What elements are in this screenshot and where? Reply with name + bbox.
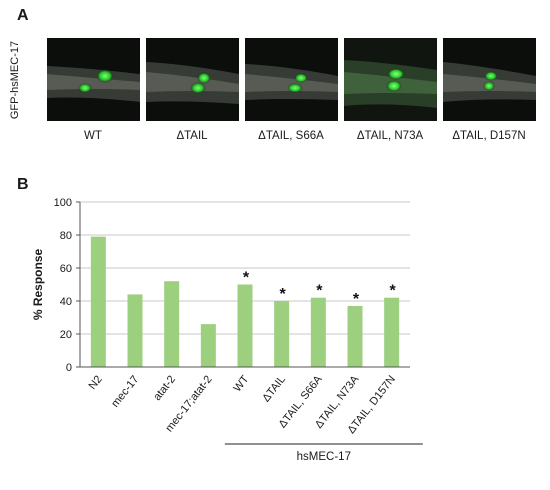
micrograph-dtail-n73a: [344, 38, 437, 121]
x-tick-label: mec-17: [109, 373, 141, 409]
significance-marker: *: [280, 286, 287, 303]
y-tick-label: 100: [54, 197, 72, 209]
bar: [274, 301, 290, 367]
micrograph-wt: [47, 38, 140, 121]
y-tick-label: 60: [60, 263, 72, 275]
micrograph-dtail-d157n: [443, 38, 536, 121]
panel-a-letter: A: [17, 7, 29, 24]
bar: [164, 281, 180, 367]
bar: [127, 294, 143, 367]
significance-marker: *: [390, 283, 397, 300]
bar: [310, 297, 326, 367]
bar: [384, 297, 400, 367]
x-tick-label: ΔTAIL: [260, 373, 288, 404]
micrograph-label-dtail-s66a: ΔTAIL, S66A: [258, 130, 324, 142]
panel-b-letter: B: [17, 176, 29, 193]
micrograph-label-dtail-d157n: ΔTAIL, D157N: [452, 130, 526, 142]
significance-marker: *: [316, 283, 323, 300]
y-tick-label: 0: [66, 362, 72, 374]
micrograph-row: [47, 38, 537, 121]
y-tick-label: 40: [60, 296, 72, 308]
y-tick-label: 20: [60, 329, 72, 341]
bar: [90, 236, 106, 367]
significance-marker: *: [243, 270, 250, 287]
bar: [347, 305, 363, 367]
x-tick-label: N2: [87, 373, 105, 391]
significance-marker: *: [353, 291, 360, 308]
y-tick-label: 80: [60, 230, 72, 242]
micrograph-label-wt: WT: [84, 130, 102, 142]
micrograph-label-dtail: ΔTAIL: [176, 130, 208, 142]
y-axis-title: % Response: [31, 248, 45, 320]
micrograph-label-dtail-n73a: ΔTAIL, N73A: [356, 130, 424, 142]
x-tick-label: atat-2: [151, 373, 178, 403]
micrograph-dtail-s66a: [245, 38, 338, 121]
micrograph-dtail: [146, 38, 239, 121]
bar: [200, 324, 216, 367]
x-tick-label: WT: [231, 373, 251, 394]
bar: [237, 284, 253, 367]
group-label: hsMEC-17: [297, 451, 351, 463]
